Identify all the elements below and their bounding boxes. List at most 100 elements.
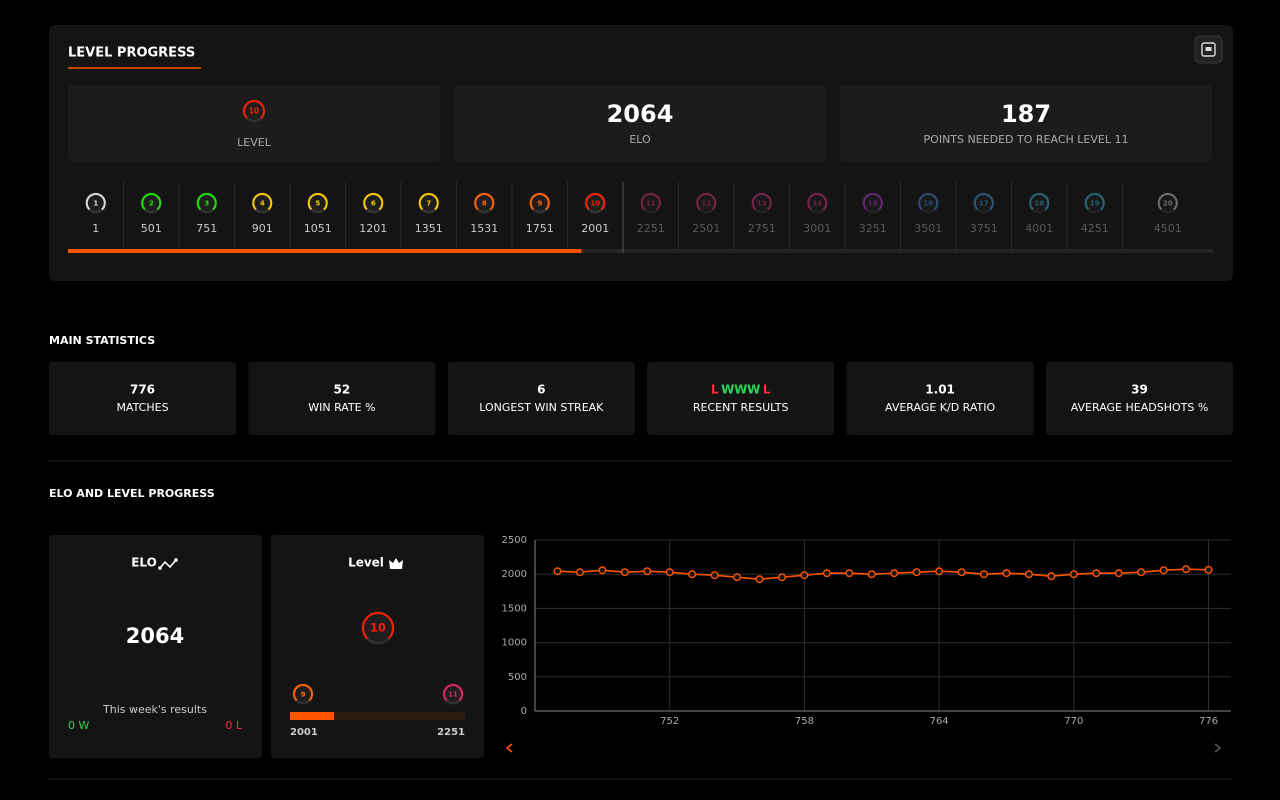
elo-point <box>1024 570 1033 579</box>
level-threshold: 751 <box>196 222 217 235</box>
level-threshold: 2251 <box>637 222 665 235</box>
level-icon-ring <box>807 193 828 213</box>
level-threshold: 1351 <box>415 222 443 235</box>
elo-point <box>598 566 607 575</box>
elo-value: 2064 <box>607 100 674 128</box>
level-icon-ring <box>1084 193 1105 213</box>
stat-card <box>248 362 436 435</box>
level-threshold: 1751 <box>526 222 554 235</box>
level-icon-bg <box>292 683 314 705</box>
level-icon-arc <box>443 684 463 704</box>
section-title: ELO AND LEVEL PROGRESS <box>49 487 215 500</box>
level-threshold: 3001 <box>803 222 831 235</box>
range-start: 2001 <box>290 727 318 738</box>
recent-result: W <box>747 383 760 397</box>
level-threshold: 4251 <box>1081 222 1109 235</box>
level-icon-bg <box>195 192 218 214</box>
level-threshold: 901 <box>252 222 273 235</box>
level-threshold: 4501 <box>1154 222 1182 235</box>
elo-point <box>1114 569 1123 578</box>
elo-point <box>665 568 674 577</box>
chip-core <box>1205 47 1212 51</box>
x-tick-label: 776 <box>1199 716 1218 727</box>
level-icon-bg <box>442 683 464 705</box>
elo-point <box>710 571 719 580</box>
level-icon-bg <box>361 611 395 645</box>
level-icon-number: 1 <box>93 200 98 208</box>
level-icon-number: 12 <box>701 200 711 208</box>
card-title: Level <box>348 556 384 570</box>
card-title: ELO <box>131 556 157 570</box>
elo-point <box>935 567 944 576</box>
next-arrow[interactable] <box>1214 743 1222 753</box>
level-icon-number: 3 <box>204 200 209 208</box>
level-icon-arc <box>362 612 394 644</box>
stat-label: RECENT RESULTS <box>693 401 789 414</box>
level-icon-arc <box>252 193 273 213</box>
elo-point <box>755 575 764 584</box>
level-icon-ring <box>862 193 883 213</box>
level-icon-bg <box>242 99 266 123</box>
level-icon-number: 20 <box>1163 200 1173 208</box>
elo-summary-card <box>49 535 262 758</box>
level-icon-number: 19 <box>1090 200 1100 208</box>
level-icon-bg <box>972 192 995 214</box>
points-value: 187 <box>1001 100 1051 128</box>
stat-label: LONGEST WIN STREAK <box>479 401 604 414</box>
elo-point <box>643 567 652 576</box>
elo-card <box>454 85 826 162</box>
stat-label: MATCHES <box>116 401 168 414</box>
level-card-bar-fill <box>290 712 335 720</box>
x-tick-label: 770 <box>1064 716 1083 727</box>
x-tick-label: 764 <box>930 716 949 727</box>
elo-point <box>957 568 966 577</box>
level-icon-arc <box>243 100 265 122</box>
stat-card <box>1046 362 1233 435</box>
level-icon-number: 9 <box>301 691 306 699</box>
elo-point <box>890 569 899 578</box>
level-icon-number: 9 <box>537 200 542 208</box>
level-icon-arc <box>196 193 217 213</box>
level-icon-bg <box>417 192 440 214</box>
level-icon-bg <box>362 192 385 214</box>
level-icon-ring <box>1029 193 1050 213</box>
level-icon-bg <box>639 192 662 214</box>
level-icon-number: 18 <box>1034 200 1044 208</box>
level-icon-ring <box>973 193 994 213</box>
level-icon-ring <box>918 193 939 213</box>
level-bar-track <box>68 249 1213 253</box>
level-threshold: 3501 <box>914 222 942 235</box>
week-label: This week's results <box>102 703 207 716</box>
prev-arrow[interactable] <box>505 743 513 753</box>
level-icon-bg <box>1083 192 1106 214</box>
level-icon-number: 13 <box>757 200 767 208</box>
level-icon-number: 6 <box>371 200 376 208</box>
level-icon-number: 11 <box>646 200 656 208</box>
level-threshold: 2001 <box>581 222 609 235</box>
level-threshold: 2751 <box>748 222 776 235</box>
stat-card <box>447 362 635 435</box>
level-icon-bg <box>140 192 163 214</box>
stat-value: 1.01 <box>925 383 955 397</box>
level-icon-ring <box>696 193 717 213</box>
stat-card <box>647 362 835 435</box>
level-threshold: 1201 <box>359 222 387 235</box>
level-icon-bg <box>695 192 718 214</box>
elo-point <box>777 573 786 582</box>
level-threshold: 4001 <box>1025 222 1053 235</box>
elo-point <box>733 573 742 582</box>
chip-button[interactable] <box>1194 35 1223 64</box>
level-icon-number: 4 <box>260 200 265 208</box>
range-end: 2251 <box>437 727 465 738</box>
level-icon-arc <box>141 193 162 213</box>
level-threshold: 501 <box>141 222 162 235</box>
level-bar-fill <box>68 249 582 253</box>
elo-point <box>688 570 697 579</box>
level-icon-bg <box>306 192 329 214</box>
card-label: POINTS NEEDED TO REACH LEVEL 11 <box>924 133 1129 146</box>
level-icon-arc <box>1157 193 1178 213</box>
elo-point <box>553 567 562 576</box>
level-threshold: 3251 <box>859 222 887 235</box>
level-icon-ring <box>640 193 661 213</box>
